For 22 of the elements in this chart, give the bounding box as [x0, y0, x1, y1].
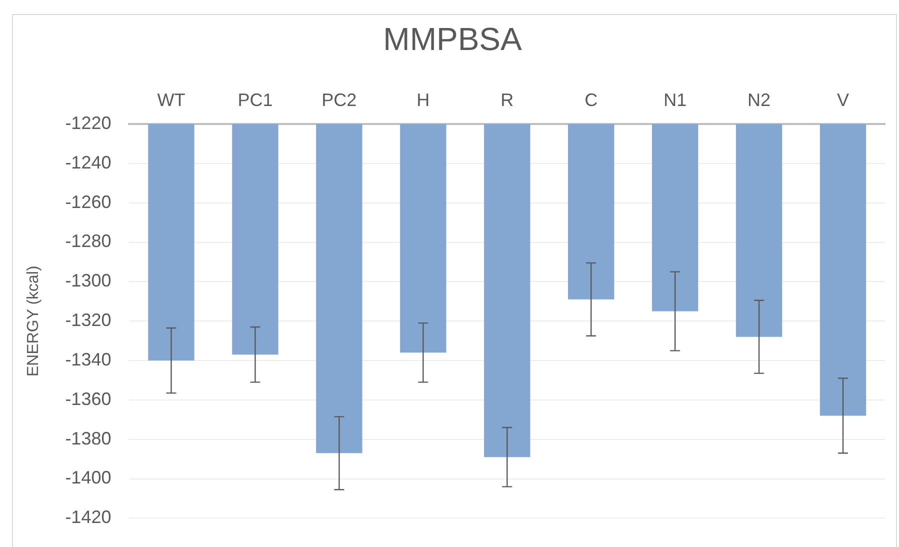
y-tick-label: -1220	[65, 112, 112, 133]
x-tick-label: WT	[157, 90, 186, 110]
y-tick-label: -1320	[65, 310, 112, 330]
y-tick-label: -1380	[65, 428, 112, 448]
y-axis-title: ENERGY (kcal)	[25, 266, 42, 377]
x-tick-label: N1	[664, 90, 687, 110]
y-tick-label: -1400	[65, 468, 112, 488]
x-tick-label: PC2	[322, 90, 357, 110]
chart-title: MMPBSA	[383, 21, 522, 58]
x-tick-label: C	[584, 90, 598, 110]
x-tick-label: N2	[748, 90, 771, 110]
x-tick-label: PC1	[238, 90, 273, 110]
x-tick-label: V	[837, 90, 850, 110]
x-tick-label: H	[416, 90, 430, 110]
y-tick-label: -1340	[65, 349, 112, 370]
y-tick-label: -1280	[65, 231, 112, 252]
y-tick-label: -1260	[65, 192, 112, 212]
y-tick-label: -1300	[65, 270, 112, 291]
y-tick-label: -1420	[65, 507, 112, 528]
y-tick-label: -1240	[65, 152, 112, 172]
x-tick-label: R	[500, 90, 514, 110]
y-tick-label: -1360	[65, 388, 112, 409]
